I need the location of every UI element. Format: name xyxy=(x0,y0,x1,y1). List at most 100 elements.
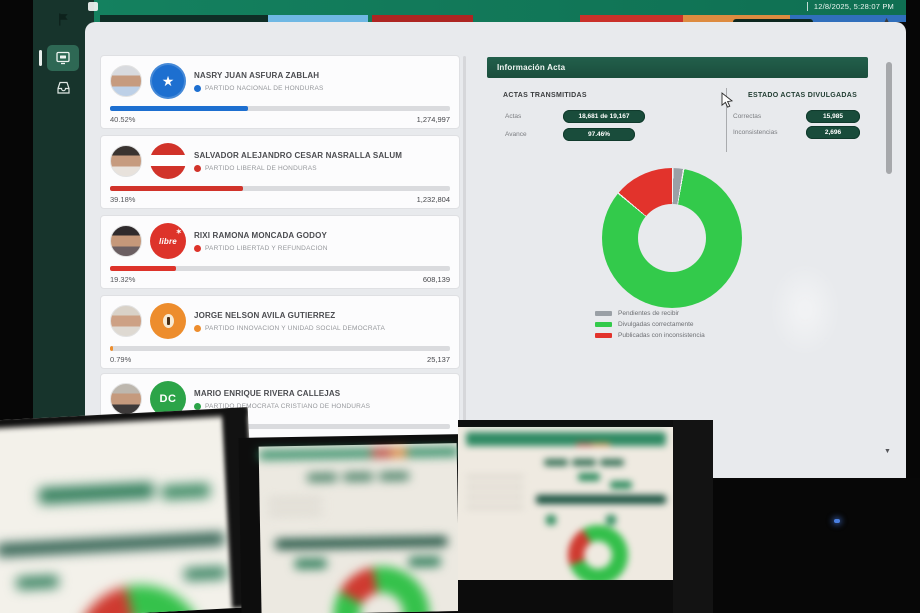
monitor-bezel xyxy=(458,580,673,613)
stat-label-inconsistencias: Inconsistencias xyxy=(733,129,778,136)
candidate-avatar xyxy=(110,65,142,97)
party-logo-pnh: ★ xyxy=(150,63,186,99)
candidate-avatar xyxy=(110,225,142,257)
vote-count: 25,137 xyxy=(427,355,450,364)
vote-bar-fill xyxy=(110,186,244,191)
legend-item: Pendientes de recibir xyxy=(595,310,705,317)
blurred-monitor-middle xyxy=(238,434,464,613)
ribbon-segment-lightblue xyxy=(268,15,368,22)
party-name: PARTIDO NACIONAL DE HONDURAS xyxy=(205,84,324,92)
ribbon-segment-orange xyxy=(683,15,790,22)
sidebar-item-actas[interactable] xyxy=(47,45,79,71)
vote-bar-track xyxy=(110,186,450,191)
screen-glare xyxy=(770,262,840,357)
candidate-name: SALVADOR ALEJANDRO CESAR NASRALLA SALUM xyxy=(194,150,403,160)
dashboard-content: ▲ ★ NASRY JUAN ASFURA ZABLAH PARTIDO NAC… xyxy=(85,17,906,482)
vote-percent: 0.79% xyxy=(110,355,132,364)
vote-count: 1,274,997 xyxy=(416,115,450,124)
legend-swatch-green xyxy=(595,322,612,327)
party-logo-pinu xyxy=(150,303,186,339)
party-color-dot xyxy=(194,164,201,172)
chart-legend: Pendientes de recibir Divulgadas correct… xyxy=(595,310,705,339)
party-color-dot xyxy=(194,324,201,332)
stats-divider xyxy=(726,88,727,152)
flag-icon xyxy=(58,12,68,26)
ribbon-segment-blue xyxy=(790,15,906,22)
vote-count: 1,232,804 xyxy=(416,195,450,204)
candidate-avatar xyxy=(110,383,142,415)
list-scrollbar[interactable] xyxy=(463,56,466,448)
party-name: PARTIDO DEMOCRATA CRISTIANO DE HONDURAS xyxy=(205,402,371,410)
stat-badge-correctas: 15,985 xyxy=(806,110,860,123)
candidate-name: MARIO ENRIQUE RIVERA CALLEJAS xyxy=(194,388,341,398)
acta-panel-header: Información Acta xyxy=(487,57,868,78)
legend-swatch-gray xyxy=(595,311,612,316)
candidate-name: RIXI RAMONA MONCADA GODOY xyxy=(194,230,327,240)
vote-bar-track xyxy=(110,346,450,351)
stat-label-actas: Actas xyxy=(505,113,522,120)
party-name: PARTIDO LIBERAL DE HONDURAS xyxy=(205,164,317,172)
sidebar-active-indicator xyxy=(39,50,42,66)
legend-label: Pendientes de recibir xyxy=(618,310,680,317)
section-title-estado: ESTADO ACTAS DIVULGADAS xyxy=(748,92,858,99)
candidate-card[interactable]: SALVADOR ALEJANDRO CESAR NASRALLA SALUM … xyxy=(100,135,460,209)
party-name: PARTIDO INNOVACION Y UNIDAD SOCIAL DEMOC… xyxy=(205,324,385,332)
stat-label-correctas: Correctas xyxy=(733,113,762,120)
legend-label: Publicadas con inconsistencia xyxy=(618,332,705,339)
blurred-screen xyxy=(258,443,460,613)
ribbon-segment-darkred xyxy=(372,15,473,22)
datetime-text: 12/8/2025, 5:28:07 PM xyxy=(813,2,894,11)
acta-panel-title: Información Acta xyxy=(497,63,566,72)
vote-percent: 19.32% xyxy=(110,275,136,284)
party-name: PARTIDO LIBERTAD Y REFUNDACION xyxy=(205,244,328,252)
candidate-name: NASRY JUAN ASFURA ZABLAH xyxy=(194,70,320,80)
separator xyxy=(806,2,808,11)
clock: 12/8/2025, 5:28:07 PM xyxy=(806,2,894,11)
legend-label: Divulgadas correctamente xyxy=(618,321,694,328)
blurred-screen xyxy=(458,427,673,585)
sidebar-item-flag[interactable] xyxy=(47,6,79,32)
scroll-up-arrow[interactable]: ▲ xyxy=(883,17,890,24)
legend-item: Divulgadas correctamente xyxy=(595,321,705,328)
party-color-dot xyxy=(194,84,201,92)
candidate-card[interactable]: libre ✶ RIXI RAMONA MONCADA GODOY PARTID… xyxy=(100,215,460,289)
candidate-name: JORGE NELSON AVILA GUTIERREZ xyxy=(194,310,336,320)
candidate-avatar xyxy=(110,145,142,177)
monitor-bezel xyxy=(673,420,713,613)
candidate-card[interactable]: JORGE NELSON AVILA GUTIERREZ PARTIDO INN… xyxy=(100,295,460,369)
actas-screen-icon xyxy=(56,51,70,65)
blurred-screen-content xyxy=(0,407,258,613)
page-scrollbar-thumb[interactable] xyxy=(886,62,892,174)
vote-bar-track xyxy=(110,266,450,271)
blurred-monitor-left xyxy=(0,407,259,613)
party-logo-plh xyxy=(150,143,186,179)
vote-bar-track xyxy=(110,424,450,429)
sidebar xyxy=(33,0,94,482)
vote-percent: 39.18% xyxy=(110,195,136,204)
legend-swatch-red xyxy=(595,333,612,338)
app-logo xyxy=(88,2,98,11)
monitor-power-led xyxy=(834,519,840,523)
donut-hole xyxy=(638,204,706,272)
vote-count: 608,139 xyxy=(422,275,450,284)
vote-bar-fill xyxy=(110,266,176,271)
stat-badge-avance: 97.46% xyxy=(563,128,635,141)
blurred-monitor-right xyxy=(458,420,713,613)
legend-item: Publicadas con inconsistencia xyxy=(595,332,705,339)
stat-badge-actas: 18,681 de 19,167 xyxy=(563,110,645,123)
main-monitor-screen: 12/8/2025, 5:28:07 PM ▲ ★ NASRY JUAN ASF… xyxy=(33,0,906,482)
ribbon-segment-dark xyxy=(100,15,268,22)
section-title-transmitidas: ACTAS TRANSMITIDAS xyxy=(503,92,587,99)
scroll-down-arrow[interactable]: ▼ xyxy=(884,448,891,455)
party-logo-libre: libre ✶ xyxy=(150,223,186,259)
candidate-card[interactable]: ★ NASRY JUAN ASFURA ZABLAH PARTIDO NACIO… xyxy=(100,55,460,129)
candidate-avatar xyxy=(110,305,142,337)
blurred-screen-content xyxy=(258,443,460,613)
stat-label-avance: Avance xyxy=(505,131,527,138)
libre-wordmark: libre xyxy=(159,236,177,246)
inbox-icon xyxy=(56,81,70,94)
party-color-dot xyxy=(194,244,201,252)
sidebar-item-inbox[interactable] xyxy=(47,74,79,100)
vote-bar-fill xyxy=(110,346,113,351)
